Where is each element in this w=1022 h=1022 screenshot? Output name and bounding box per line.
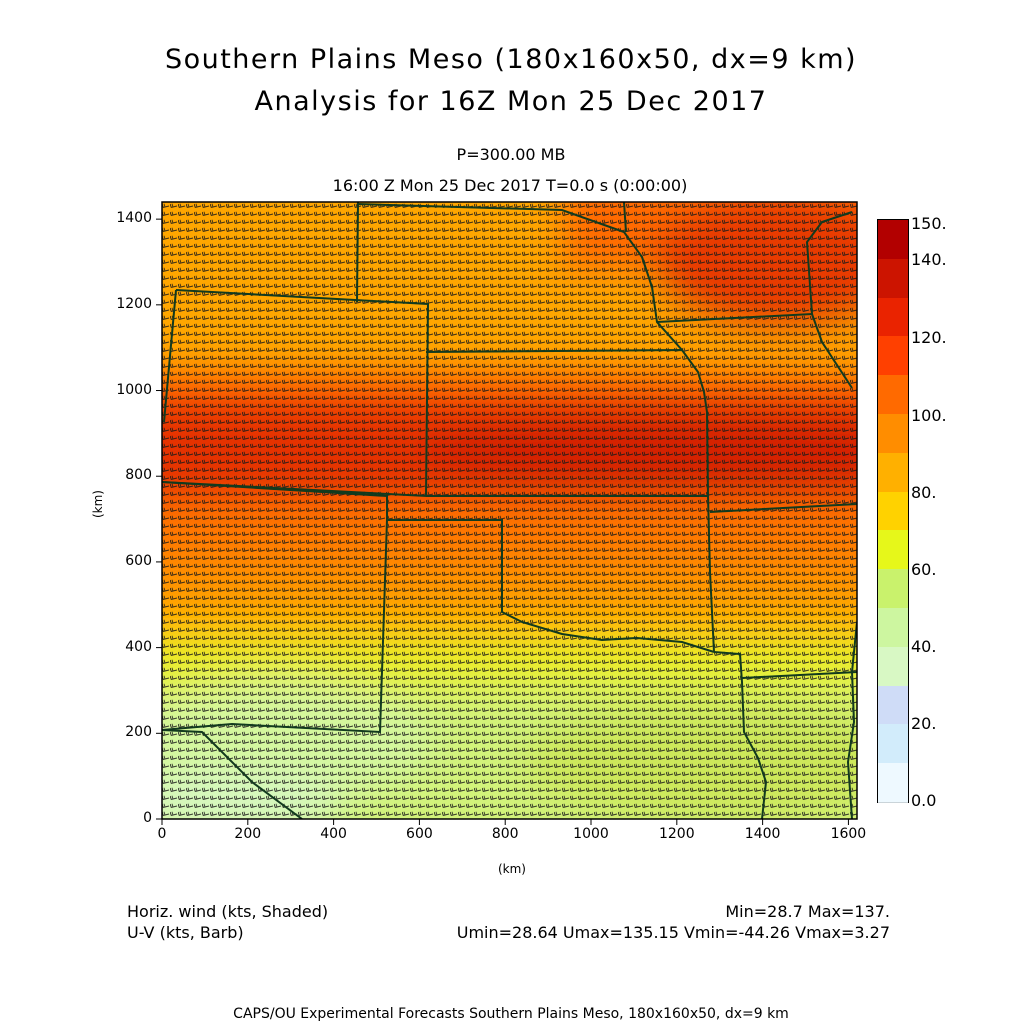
x-tick-label: 800 bbox=[491, 826, 519, 842]
colorbar-swatch bbox=[878, 724, 908, 765]
colorbar-label: 140. bbox=[911, 250, 947, 269]
iowa-border bbox=[656, 312, 853, 389]
y-axis-ticks bbox=[156, 218, 162, 820]
y-tick-label: 1200 bbox=[116, 295, 152, 312]
colorbar-swatch bbox=[878, 491, 908, 532]
y-tick-label: 0 bbox=[143, 810, 152, 826]
colorbar bbox=[877, 219, 909, 804]
footer: CAPS/OU Experimental Forecasts Southern … bbox=[233, 1006, 789, 1022]
colorbar-label: 40. bbox=[911, 637, 937, 656]
colorbar-swatch bbox=[878, 685, 908, 726]
plot-subtitle: Analysis for 16Z Mon 25 Dec 2017 bbox=[254, 86, 768, 117]
texas-border bbox=[162, 519, 388, 734]
x-tick-label: 1600 bbox=[830, 826, 867, 842]
colorado-border bbox=[162, 289, 430, 498]
colorbar-swatch bbox=[878, 414, 908, 455]
x-tick-label: 1200 bbox=[658, 826, 695, 842]
colorbar-label: 100. bbox=[911, 406, 947, 425]
colorbar-label: 20. bbox=[911, 714, 937, 733]
wind-map-svg bbox=[162, 202, 857, 819]
colorbar-label: 120. bbox=[911, 328, 947, 347]
caption-shaded: Horiz. wind (kts, Shaded) bbox=[127, 902, 329, 921]
x-tick-label: 1400 bbox=[744, 826, 781, 842]
caption-barb: U-V (kts, Barb) bbox=[127, 923, 244, 942]
colorbar-swatch bbox=[878, 608, 908, 649]
colorbar-label: 150. bbox=[911, 214, 947, 233]
arkansas-border bbox=[713, 651, 768, 819]
x-axis-ticks bbox=[161, 819, 849, 825]
valid-time: 16:00 Z Mon 25 Dec 2017 T=0.0 s (0:00:00… bbox=[332, 176, 688, 195]
colorbar-swatch bbox=[878, 297, 908, 338]
caption-uv-range: Umin=28.64 Umax=135.15 Vmin=-44.26 Vmax=… bbox=[456, 923, 890, 942]
oklahoma-border bbox=[162, 481, 715, 653]
colorbar-label: 80. bbox=[911, 483, 937, 502]
x-tick-label: 200 bbox=[234, 826, 262, 842]
y-tick-label: 800 bbox=[125, 467, 152, 484]
colorbar-swatch bbox=[878, 530, 908, 571]
colorbar-swatch bbox=[878, 220, 908, 261]
colorbar-swatch bbox=[878, 646, 908, 688]
y-tick-label: 1000 bbox=[116, 381, 152, 398]
x-tick-label: 1000 bbox=[573, 826, 609, 842]
colorbar-label: 0.0 bbox=[911, 791, 937, 810]
y-tick-label: 400 bbox=[125, 638, 152, 655]
wind-map bbox=[162, 202, 857, 819]
x-axis-label: (km) bbox=[497, 862, 526, 876]
y-tick-label: 600 bbox=[125, 552, 152, 569]
state-borders bbox=[162, 202, 857, 819]
y-tick-label: 1400 bbox=[116, 210, 152, 227]
colorbar-swatch bbox=[878, 763, 908, 804]
pressure-level: P=300.00 MB bbox=[456, 145, 566, 164]
x-tick-label: 400 bbox=[320, 826, 347, 842]
colorbar-label: 60. bbox=[911, 560, 937, 579]
colorbar-swatch bbox=[878, 258, 908, 300]
y-tick-label: 200 bbox=[125, 724, 152, 741]
x-tick-label: 600 bbox=[406, 826, 433, 842]
plot-title: Southern Plains Meso (180x160x50, dx=9 k… bbox=[164, 44, 858, 75]
caption-minmax: Min=28.7 Max=137. bbox=[725, 902, 890, 921]
colorbar-swatch bbox=[878, 336, 908, 377]
colorbar-swatch bbox=[878, 375, 908, 416]
y-axis-label: (km) bbox=[91, 489, 106, 519]
x-tick-label: 0 bbox=[157, 826, 167, 842]
colorbar-swatch bbox=[878, 569, 908, 610]
colorbar-swatch bbox=[878, 452, 908, 494]
